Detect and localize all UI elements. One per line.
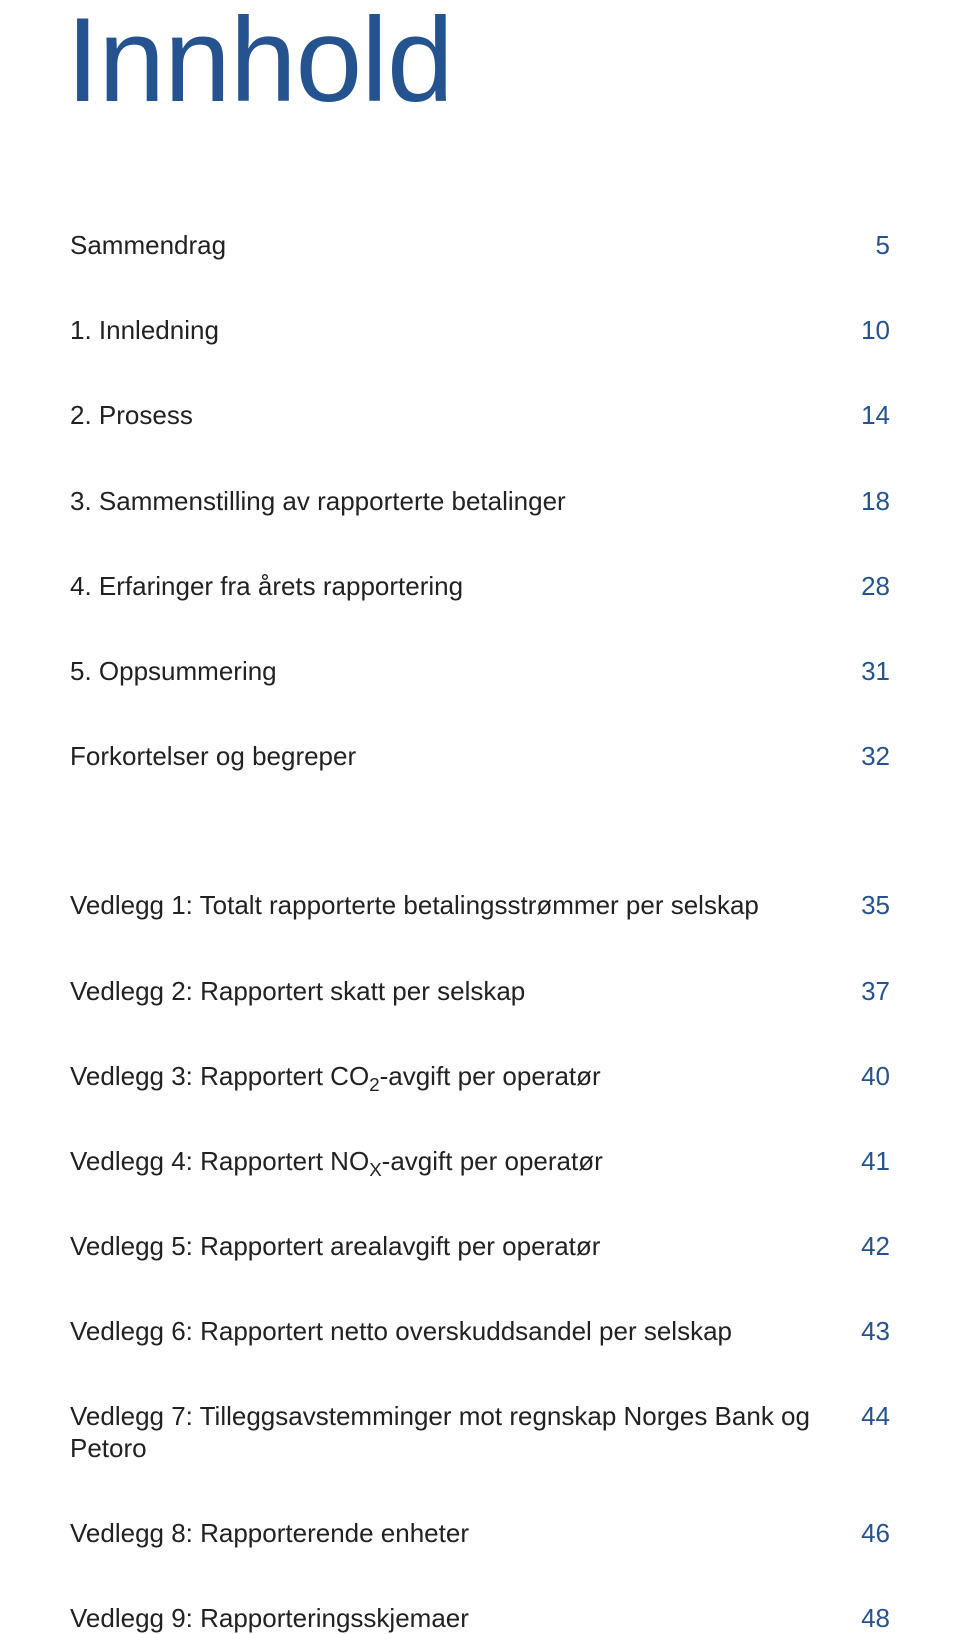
toc-label: 3. Sammenstilling av rapporterte betalin…	[70, 486, 840, 517]
toc-label: Forkortelser og begreper	[70, 741, 840, 772]
toc-page-number: 28	[840, 571, 890, 602]
toc-label: Vedlegg 1: Totalt rapporterte betalingss…	[70, 890, 840, 921]
toc-page-number: 43	[840, 1316, 890, 1347]
toc-row: Sammendrag 5	[70, 230, 890, 261]
toc-page-number: 41	[840, 1146, 890, 1177]
toc-page-number: 14	[840, 400, 890, 431]
toc-label: Vedlegg 7: Tilleggsavstemminger mot regn…	[70, 1401, 840, 1463]
toc-row: 5. Oppsummering 31	[70, 656, 890, 687]
toc-page-number: 48	[840, 1603, 890, 1634]
toc-row: Vedlegg 5: Rapportert arealavgift per op…	[70, 1231, 890, 1262]
toc-label: Sammendrag	[70, 230, 840, 261]
toc-row: Vedlegg 8: Rapporterende enheter 46	[70, 1518, 890, 1549]
toc-row: 2. Prosess 14	[70, 400, 890, 431]
table-of-contents: Sammendrag 5 1. Innledning 10 2. Prosess…	[70, 230, 890, 1634]
toc-label: 2. Prosess	[70, 400, 840, 431]
toc-label: 1. Innledning	[70, 315, 840, 346]
toc-label: 5. Oppsummering	[70, 656, 840, 687]
toc-page-number: 40	[840, 1061, 890, 1092]
toc-label: Vedlegg 4: Rapportert NOX-avgift per ope…	[70, 1146, 840, 1177]
toc-row: Vedlegg 6: Rapportert netto overskuddsan…	[70, 1316, 890, 1347]
toc-label: Vedlegg 6: Rapportert netto overskuddsan…	[70, 1316, 840, 1347]
toc-row: Vedlegg 1: Totalt rapporterte betalingss…	[70, 890, 890, 921]
toc-page-number: 32	[840, 741, 890, 772]
toc-page-number: 44	[840, 1401, 890, 1432]
toc-page-number: 35	[840, 890, 890, 921]
toc-row: Vedlegg 9: Rapporteringsskjemaer 48	[70, 1603, 890, 1634]
toc-page-number: 31	[840, 656, 890, 687]
page-title: Innhold	[66, 0, 890, 120]
toc-label: 4. Erfaringer fra årets rapportering	[70, 571, 840, 602]
toc-row: Vedlegg 7: Tilleggsavstemminger mot regn…	[70, 1401, 890, 1463]
toc-page-number: 46	[840, 1518, 890, 1549]
toc-page-number: 18	[840, 486, 890, 517]
toc-label: Vedlegg 8: Rapporterende enheter	[70, 1518, 840, 1549]
toc-row: 4. Erfaringer fra årets rapportering 28	[70, 571, 890, 602]
toc-label: Vedlegg 2: Rapportert skatt per selskap	[70, 976, 840, 1007]
toc-row: Vedlegg 4: Rapportert NOX-avgift per ope…	[70, 1146, 890, 1177]
subscript: X	[369, 1159, 381, 1180]
toc-label: Vedlegg 3: Rapportert CO2-avgift per ope…	[70, 1061, 840, 1092]
toc-row: 1. Innledning 10	[70, 315, 890, 346]
toc-row: 3. Sammenstilling av rapporterte betalin…	[70, 486, 890, 517]
subscript: 2	[369, 1074, 379, 1095]
toc-row: Vedlegg 3: Rapportert CO2-avgift per ope…	[70, 1061, 890, 1092]
toc-row: Vedlegg 2: Rapportert skatt per selskap …	[70, 976, 890, 1007]
toc-page-number: 5	[840, 230, 890, 261]
toc-row: Forkortelser og begreper 32	[70, 741, 890, 772]
toc-page-number: 10	[840, 315, 890, 346]
toc-label: Vedlegg 5: Rapportert arealavgift per op…	[70, 1231, 840, 1262]
toc-page-number: 37	[840, 976, 890, 1007]
toc-page-number: 42	[840, 1231, 890, 1262]
toc-label: Vedlegg 9: Rapporteringsskjemaer	[70, 1603, 840, 1634]
